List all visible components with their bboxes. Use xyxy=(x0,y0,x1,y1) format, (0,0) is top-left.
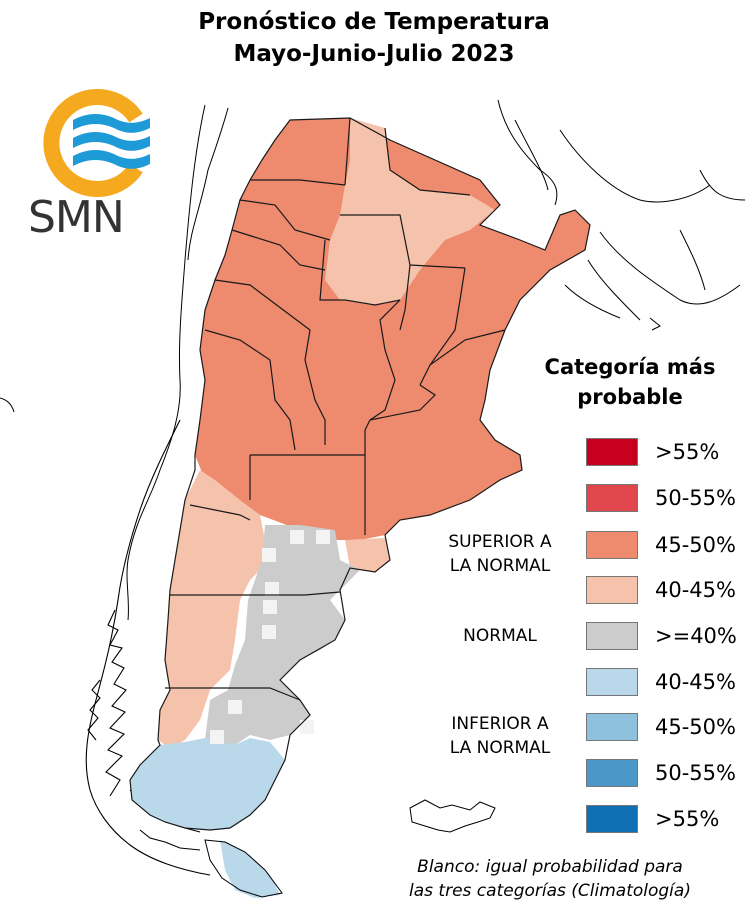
legend-group-normal: NORMAL xyxy=(463,626,537,646)
legend-swatch-inferior-40-45 xyxy=(586,668,638,696)
legend-swatch-superior-40-45 xyxy=(586,576,638,604)
smn-logo-emblem xyxy=(43,89,150,197)
legend-swatch-normal xyxy=(586,622,638,650)
map-title: Pronóstico de Temperatura Mayo-Junio-Jul… xyxy=(0,6,748,70)
legend-swatch-inferior-55 xyxy=(586,805,638,833)
legend-label-inferior-50-55: 50-55% xyxy=(655,761,736,785)
legend-label-superior-55: >55% xyxy=(655,440,720,464)
climatology-note-line-2: las tres categorías (Climatología) xyxy=(409,881,691,901)
cells-40-45-inferior xyxy=(130,738,285,898)
smn-logo-text: SMN xyxy=(28,192,125,243)
logo-wave-3 xyxy=(73,150,150,169)
cells-40-45-superior xyxy=(158,118,495,748)
climatology-note: Blanco: igual probabilidad para las tres… xyxy=(380,855,720,903)
southern-islands xyxy=(204,799,496,898)
title-line-2: Mayo-Junio-Julio 2023 xyxy=(233,41,515,67)
logo-wave-2 xyxy=(73,132,150,151)
legend-group-superior: SUPERIOR A LA NORMAL xyxy=(430,530,570,578)
logo-wave-1 xyxy=(73,114,150,133)
legend-group-inferior: INFERIOR A LA NORMAL xyxy=(430,712,570,760)
neighbor-borders xyxy=(0,99,746,621)
legend-swatch-superior-50-55 xyxy=(586,484,638,512)
legend-label-normal: >=40% xyxy=(655,624,737,648)
cells-normal xyxy=(205,525,360,745)
province-boundaries xyxy=(129,117,591,831)
legend-group-superior-line-2: LA NORMAL xyxy=(449,556,551,576)
legend-swatch-superior-45-50 xyxy=(586,531,638,559)
legend-label-inferior-55: >55% xyxy=(655,807,720,831)
legend-label-inferior-40-45: 40-45% xyxy=(655,670,736,694)
white-cells xyxy=(210,530,330,744)
legend-swatch-inferior-50-55 xyxy=(586,759,638,787)
legend-label-superior-40-45: 40-45% xyxy=(655,578,736,602)
cells-45-50-superior xyxy=(195,118,590,540)
title-line-1: Pronóstico de Temperatura xyxy=(198,9,550,35)
legend-swatch-inferior-45-50 xyxy=(586,713,638,741)
legend-swatch-superior-55 xyxy=(586,438,638,466)
legend-title-line-2: probable xyxy=(577,385,683,409)
legend-label-inferior-45-50: 45-50% xyxy=(655,715,736,739)
logo-ring xyxy=(43,89,143,197)
legend-title: Categoría más probable xyxy=(530,352,730,412)
climatology-note-line-1: Blanco: igual probabilidad para xyxy=(417,857,683,877)
legend-group-inferior-line-1: INFERIOR A xyxy=(451,714,549,734)
smn-logo: SMN xyxy=(28,88,158,248)
legend-label-superior-45-50: 45-50% xyxy=(655,533,736,557)
legend-group-superior-line-1: SUPERIOR A xyxy=(448,532,552,552)
legend-title-line-1: Categoría más xyxy=(544,355,716,379)
legend-group-inferior-line-2: LA NORMAL xyxy=(449,738,551,758)
legend-label-superior-50-55: 50-55% xyxy=(655,486,736,510)
